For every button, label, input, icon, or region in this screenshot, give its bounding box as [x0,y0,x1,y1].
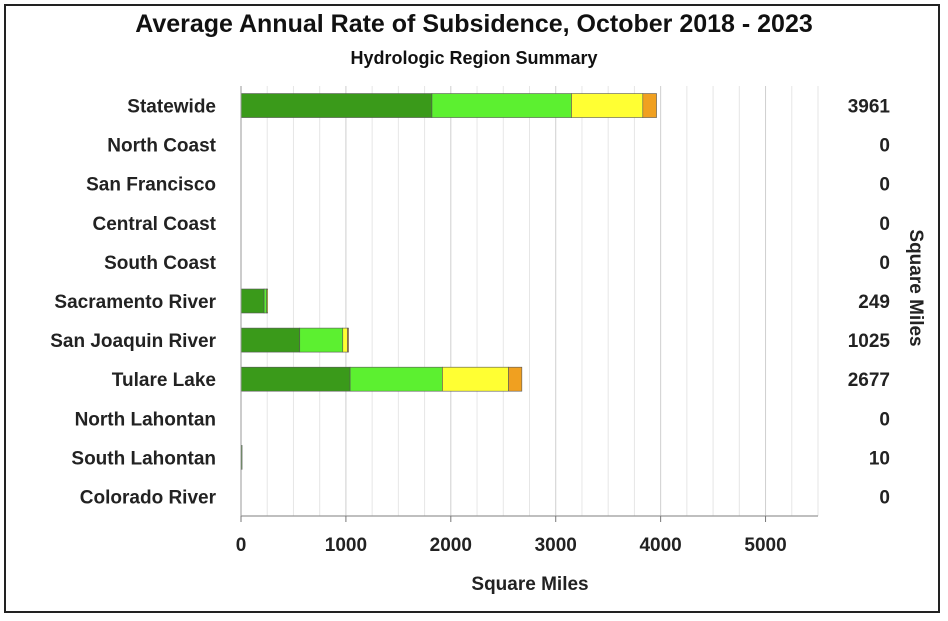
bar-segment-1 [240,327,301,353]
bar-segment-3 [571,93,644,118]
chart-subtitle: Hydrologic Region Summary [350,48,598,68]
category-label: Sacramento River [54,292,216,313]
x-tick-label: 4000 [639,535,681,556]
category-label: North Coast [107,136,216,157]
x-axis-title: Square Miles [471,574,588,595]
category-label: North Lahontan [75,409,216,430]
total-label: 10 [869,448,890,469]
category-label: South Coast [104,253,217,274]
x-tick-label: 3000 [535,535,577,556]
x-tick-label: 2000 [430,535,472,556]
total-label: 0 [879,136,890,157]
bar-segment-2 [299,327,344,353]
right-axis-title: Square Miles [905,229,926,346]
bar-segment-4 [642,93,657,118]
bar-segment-2 [263,288,268,314]
x-tick-label: 1000 [325,535,367,556]
category-label: San Joaquin River [50,331,216,352]
total-label: 1025 [848,331,891,352]
total-label: 0 [879,487,890,508]
chart-title: Average Annual Rate of Subsidence, Octob… [135,10,813,38]
x-tick-label: 5000 [744,535,786,556]
category-label: Statewide [127,97,216,118]
total-label: 0 [879,175,890,196]
total-label: 249 [858,292,890,313]
category-label: Colorado River [80,487,217,508]
total-label: 0 [879,409,890,430]
category-label: South Lahontan [71,448,216,469]
x-tick-label: 0 [236,535,247,556]
bar-segment-3 [342,327,348,353]
bar-segment-2 [349,366,443,392]
bar-segment-4 [508,366,523,392]
total-label: 2677 [848,370,890,391]
total-label: 3961 [848,97,891,118]
bar-segment-4 [347,327,349,353]
bar-segment-1 [240,93,433,118]
bar-segment-1 [240,288,265,314]
bar-segment-3 [266,288,269,314]
total-label: 0 [879,253,890,274]
category-label: Central Coast [92,214,216,235]
category-label: Tulare Lake [112,370,216,391]
bar-segment-1 [240,366,351,392]
bar-segment-2 [431,93,572,118]
bar-segment-3 [442,366,509,392]
category-label: San Francisco [86,175,216,196]
total-label: 0 [879,214,890,235]
